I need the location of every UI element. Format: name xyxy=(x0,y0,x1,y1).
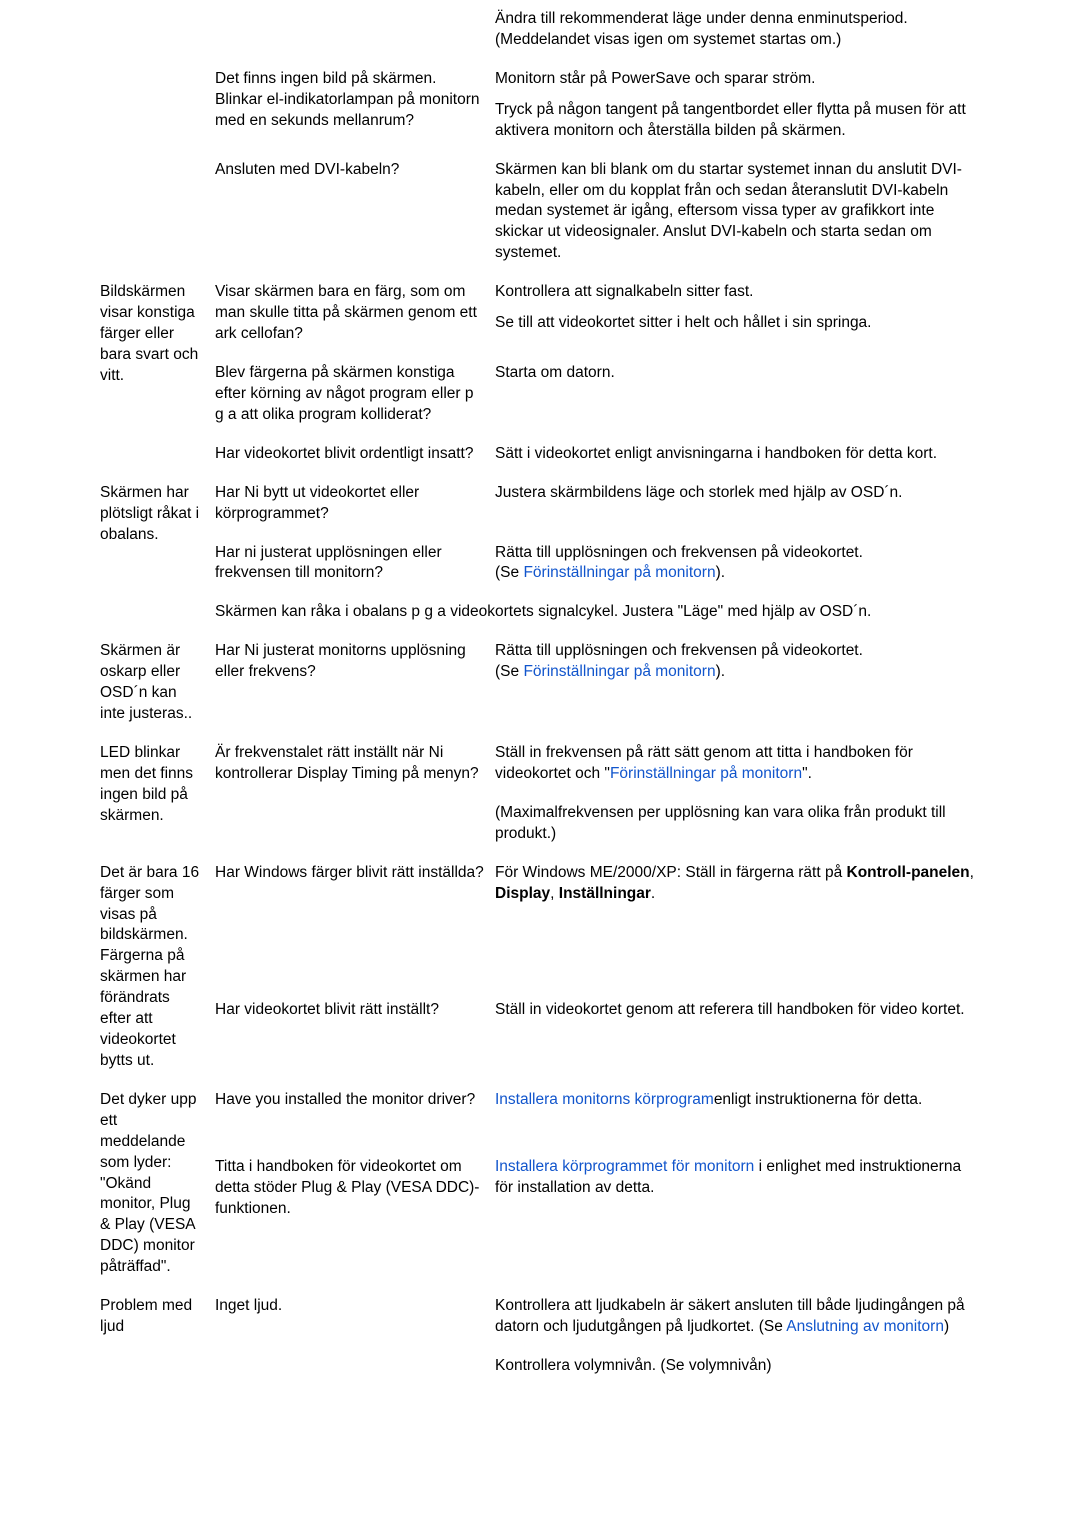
problem-column: LED blinkar men det finns ingen bild på … xyxy=(0,734,215,854)
problem-column: Bildskärmen visar konstiga färger eller … xyxy=(0,273,215,473)
problem-column: Skärmen har plötsligt råkat i obalans. xyxy=(0,474,215,633)
solution-column: Ställ in videokortet genom att referera … xyxy=(495,991,1080,1081)
troubleshooting-table: Ändra till rekommenderat läge under denn… xyxy=(0,0,1080,1386)
cause-column: Titta i handboken för videokortet om det… xyxy=(215,1148,495,1287)
solution-column: Ställ in frekvensen på rätt sätt genom a… xyxy=(495,734,1080,794)
solution-column: Monitorn står på PowerSave och sparar st… xyxy=(495,60,1080,151)
cause-column: Har Windows färger blivit rätt inställda… xyxy=(215,854,495,992)
cause-column xyxy=(215,1347,495,1386)
cause-column: Ansluten med DVI-kabeln? xyxy=(215,151,495,274)
problem-column: Problem med ljud xyxy=(0,1287,215,1386)
solution-column: (Maximalfrekvensen per upplösning kan va… xyxy=(495,794,1080,854)
solution-column: Starta om datorn. xyxy=(495,354,1080,435)
cause-column: Visar skärmen bara en färg, som om man s… xyxy=(215,273,495,354)
solution-column: Kontrollera att ljudkabeln är säkert ans… xyxy=(495,1287,1080,1347)
solution-column: Rätta till upplösningen och frekvensen p… xyxy=(495,632,1080,734)
problem-column: Skärmen är oskarp eller OSD´n kan inte j… xyxy=(0,632,215,734)
cause-column: Har Ni justerat monitorns upplösning ell… xyxy=(215,632,495,734)
problem-column: Det dyker upp ett meddelande som lyder: … xyxy=(0,1081,215,1287)
problem-column xyxy=(0,0,215,60)
cause-column xyxy=(215,794,495,854)
solution-column: Kontrollera volymnivån. (Se volymnivån) xyxy=(495,1347,1080,1386)
problem-column xyxy=(0,151,215,274)
cause-column xyxy=(215,0,495,60)
cause-column: Inget ljud. xyxy=(215,1287,495,1347)
cause-column: Har videokortet blivit rätt inställt? xyxy=(215,991,495,1081)
cause-column: Har videokortet blivit ordentligt insatt… xyxy=(215,435,495,474)
merged-cause-solution: Skärmen kan råka i obalans p g a videoko… xyxy=(215,593,1080,632)
cause-column: Det finns ingen bild på skärmen. Blinkar… xyxy=(215,60,495,151)
problem-column xyxy=(0,60,215,151)
solution-column: Rätta till upplösningen och frekvensen p… xyxy=(495,534,1080,594)
solution-column: Installera körprogrammet för monitorn i … xyxy=(495,1148,1080,1287)
cause-column: Har ni justerat upplösningen eller frekv… xyxy=(215,534,495,594)
cause-column: Blev färgerna på skärmen konstiga efter … xyxy=(215,354,495,435)
solution-column: Installera monitorns körprogramenligt in… xyxy=(495,1081,1080,1148)
cause-column: Har Ni bytt ut videokortet eller körprog… xyxy=(215,474,495,534)
solution-column: Ändra till rekommenderat läge under denn… xyxy=(495,0,1080,60)
problem-column: Det är bara 16 färger som visas på bilds… xyxy=(0,854,215,1081)
solution-column: För Windows ME/2000/XP: Ställ in färgern… xyxy=(495,854,1080,992)
cause-column: Have you installed the monitor driver? xyxy=(215,1081,495,1148)
solution-column: Sätt i videokortet enligt anvisningarna … xyxy=(495,435,1080,474)
solution-column: Justera skärmbildens läge och storlek me… xyxy=(495,474,1080,534)
cause-column: Är frekvenstalet rätt inställt när Ni ko… xyxy=(215,734,495,794)
solution-column: Kontrollera att signalkabeln sitter fast… xyxy=(495,273,1080,354)
solution-column: Skärmen kan bli blank om du startar syst… xyxy=(495,151,1080,274)
